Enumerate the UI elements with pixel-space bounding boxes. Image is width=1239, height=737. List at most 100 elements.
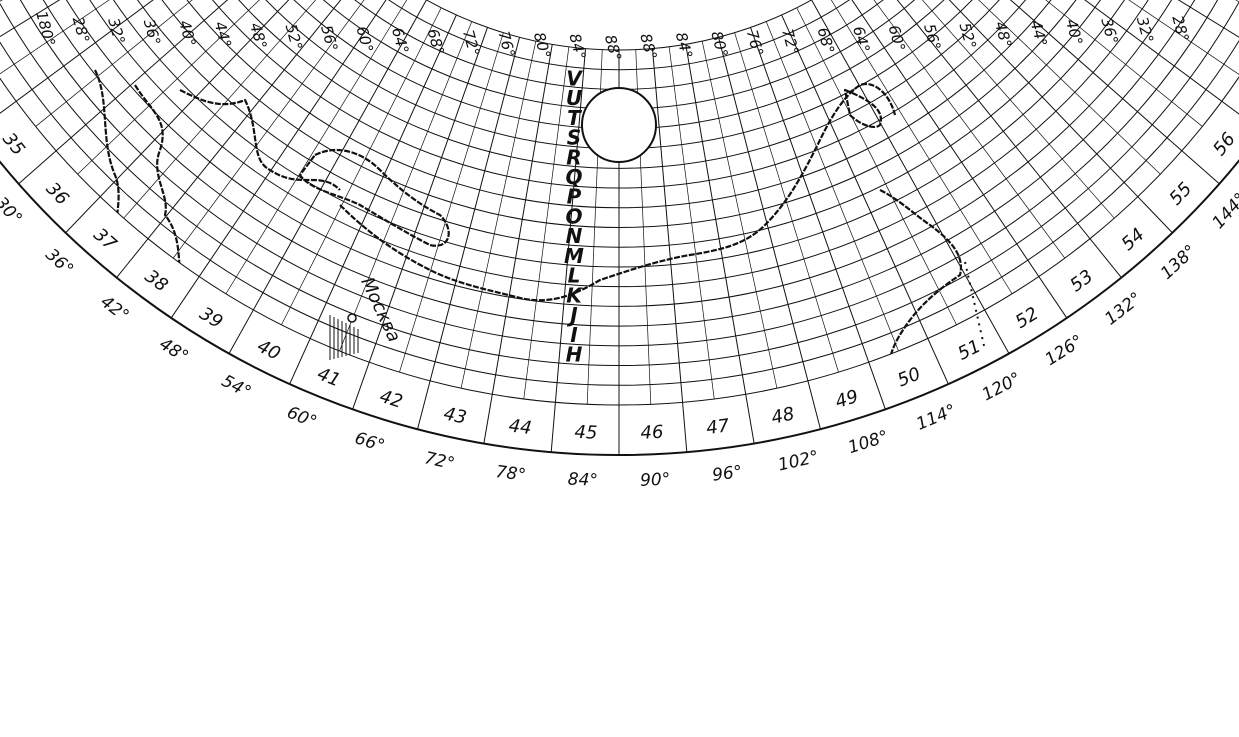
row-letter-label: K [566, 283, 583, 307]
meridian-line [750, 27, 886, 410]
longitude-label: 108° [846, 427, 891, 458]
row-letter-label: M [564, 244, 584, 268]
meridian-line [417, 37, 520, 430]
meridian-line [685, 44, 755, 444]
top-longitude-label: 180° [32, 9, 59, 49]
moscow-region-hatch [329, 315, 359, 360]
meridian-line [811, 0, 1010, 354]
top-longitude-label: 48° [246, 21, 270, 51]
zone-number-label: 50 [895, 363, 924, 391]
longitude-label: 102° [776, 447, 820, 475]
coast-aral-sea [400, 473, 421, 497]
top-longitude-label: 76° [743, 28, 767, 58]
zone-number-label: 56 [1209, 129, 1239, 160]
row-letter-label: S [567, 126, 581, 150]
longitude-label: 48° [156, 334, 192, 367]
parallel-arc [42, 0, 1196, 327]
top-longitude-label: 80° [530, 30, 554, 60]
top-longitude-label: 28° [69, 15, 93, 45]
top-longitude-label: 40° [175, 18, 199, 48]
parallel-arc [137, 0, 1101, 248]
top-longitude-label: 56° [920, 22, 944, 52]
zone-number-label: 35 [0, 129, 29, 160]
meridian-line [228, 0, 427, 354]
longitude-label: 72° [423, 448, 457, 474]
meridian-line [1235, 0, 1239, 3]
coast-caspian-sea [294, 426, 363, 520]
row-letter-label: L [568, 264, 581, 288]
meridian-line [352, 27, 488, 410]
longitude-label: 138° [1157, 241, 1201, 283]
zone-number-label: 48 [770, 403, 797, 428]
meridian-line [65, 0, 290, 234]
longitude-label: 120° [979, 369, 1025, 406]
top-longitude-label: 64° [388, 25, 412, 55]
top-longitude-label: 88° [636, 31, 660, 61]
top-longitude-label: 52° [956, 21, 980, 51]
top-longitude-label: 84° [672, 30, 696, 60]
dotted-boundary [964, 261, 986, 351]
zone-number-label: 40 [254, 336, 284, 365]
top-longitude-label: 52° [282, 22, 306, 52]
meridian-line [972, 0, 1239, 16]
moscow-marker [347, 313, 357, 323]
parallel-arc [19, 0, 1219, 347]
top-longitude-label: 36° [1097, 16, 1121, 46]
zone-number-label: 43 [442, 403, 469, 428]
meridian-line [651, 48, 688, 453]
longitude-label: 30° [0, 193, 26, 229]
zone-number-label: 51 [954, 336, 984, 365]
row-letter-label: P [567, 185, 582, 209]
meridian-line [18, 0, 229, 185]
top-longitude-label: 68° [814, 25, 838, 55]
top-longitude-label: 28° [1168, 13, 1192, 43]
parallel-arc [0, 39, 1239, 386]
row-letter-label: Q [565, 165, 582, 189]
longitude-label: 78° [495, 462, 528, 486]
top-longitude-label: 48° [991, 19, 1015, 49]
meridian-line [1084, 0, 1239, 115]
meridian-line [948, 0, 1173, 234]
longitude-label: 42° [96, 292, 132, 326]
longitude-label: 144° [1209, 189, 1239, 233]
coast-arctic-island [298, 148, 450, 247]
meridian-line [718, 37, 821, 430]
meridian-line [289, 14, 457, 385]
meridian-line [781, 14, 949, 385]
parallel-arc [0, 75, 1239, 406]
top-longitude-label: 36° [140, 17, 164, 47]
top-longitude-label: 84° [565, 31, 589, 61]
row-letter-label: R [566, 145, 581, 169]
top-longitude-label: 44° [1026, 18, 1050, 48]
zone-number-label: 39 [196, 303, 227, 333]
zone-number-label: 45 [574, 422, 598, 444]
coast-pacific-east [854, 189, 963, 405]
zone-number-label: 54 [1118, 224, 1149, 255]
top-longitude-label: 64° [849, 24, 873, 54]
parallel-arc [161, 0, 1077, 228]
zone-number-label: 44 [507, 415, 532, 439]
top-longitude-label: 72° [778, 27, 802, 57]
zone-number-label: 42 [377, 386, 405, 413]
row-letter-label: V [566, 66, 583, 90]
top-longitude-label: 60° [885, 23, 909, 53]
zone-number-label: 53 [1066, 266, 1097, 297]
zone-number-label: 38 [141, 266, 172, 297]
row-letter-label: T [567, 106, 582, 130]
parallel-arc [425, 0, 813, 51]
top-longitude-label: 44° [211, 19, 235, 49]
coast-north-russia [339, 82, 897, 302]
zone-number-label: 49 [833, 386, 861, 413]
zone-number-label: 55 [1165, 178, 1196, 209]
longitude-label: 36° [41, 245, 77, 280]
top-longitude-label: 40° [1062, 17, 1086, 47]
row-letter-label: H [566, 342, 583, 366]
meridian-line [483, 44, 553, 444]
parallel-arc [238, 0, 1000, 169]
longitude-label: 54° [218, 371, 254, 403]
meridian-line [1009, 0, 1220, 185]
longitude-label: 90° [640, 470, 671, 491]
top-longitude-label: 80° [707, 29, 731, 59]
